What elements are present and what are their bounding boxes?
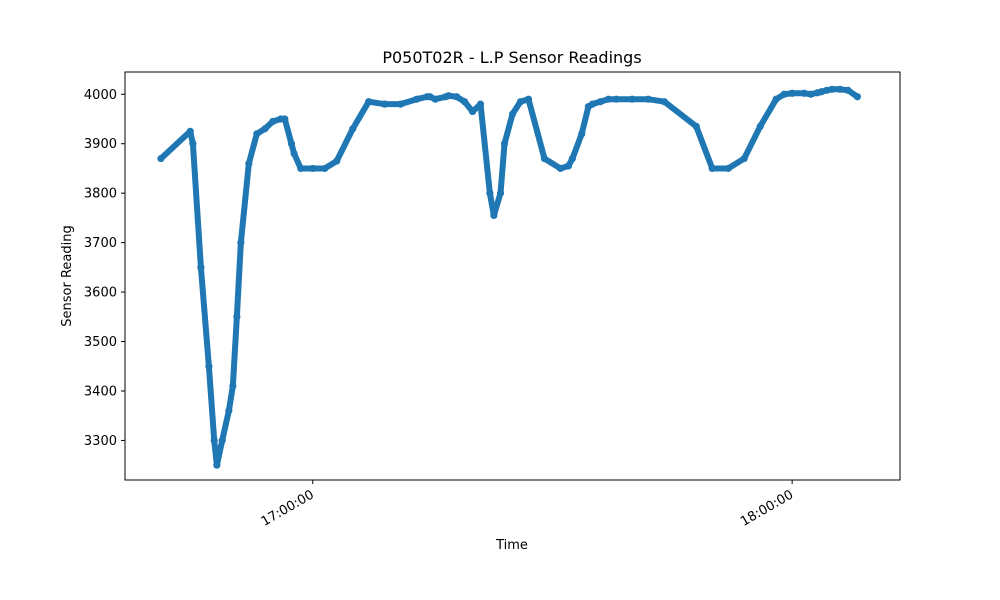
x-axis-label: Time: [495, 538, 528, 553]
data-point: [309, 164, 317, 173]
plot-area: [124, 71, 901, 481]
data-point: [660, 98, 668, 106]
data-point: [780, 90, 788, 98]
data-point: [218, 436, 226, 445]
y-tick-label: 3600: [84, 286, 117, 301]
data-point: [692, 122, 700, 130]
data-point: [807, 90, 815, 98]
data-point: [452, 93, 461, 101]
y-axis-label: Sensor Reading: [60, 225, 75, 326]
data-point: [157, 154, 165, 163]
data-point: [540, 154, 549, 163]
data-point: [823, 86, 831, 94]
data-point: [431, 95, 439, 103]
data-point: [476, 100, 485, 108]
data-point: [756, 122, 764, 130]
data-point: [740, 154, 748, 163]
data-point: [604, 95, 612, 103]
data-point: [290, 150, 298, 158]
data-point: [197, 263, 205, 271]
data-point: [844, 86, 852, 94]
data-point: [321, 164, 329, 173]
data-point: [836, 85, 844, 93]
data-point: [225, 407, 233, 415]
data-point: [588, 100, 597, 108]
data-point: [261, 125, 269, 133]
series-layer: [157, 85, 861, 469]
data-point: [828, 85, 836, 93]
y-tick-label: 3900: [84, 137, 117, 152]
data-point: [644, 95, 652, 103]
data-point: [333, 157, 341, 165]
data-point: [708, 164, 716, 173]
data-point: [281, 115, 289, 123]
data-point: [468, 107, 477, 116]
data-point: [788, 89, 796, 97]
data-point: [213, 461, 221, 469]
data-point: [253, 130, 261, 138]
y-tick-label: 3300: [84, 434, 117, 449]
y-tick-label: 3500: [84, 335, 117, 350]
data-point: [349, 125, 357, 133]
data-point: [237, 239, 245, 247]
data-point: [245, 159, 253, 168]
data-point: [800, 89, 808, 97]
data-point: [189, 140, 197, 148]
data-point: [413, 95, 421, 103]
data-point: [490, 211, 498, 220]
data-point: [496, 189, 505, 197]
data-point: [772, 95, 780, 103]
data-point: [612, 95, 620, 103]
data-point: [500, 140, 509, 148]
data-point: [186, 127, 194, 135]
data-point: [210, 436, 218, 445]
data-point: [229, 382, 237, 390]
data-point: [524, 95, 533, 103]
data-point: [596, 98, 604, 106]
data-point: [556, 164, 565, 173]
data-point: [508, 110, 517, 118]
y-tick-label: 3800: [84, 187, 117, 202]
y-axis: 3300 3400 3500 3600 3700 3800 3900 4000: [84, 88, 125, 449]
y-tick-label: 3700: [84, 236, 117, 251]
y-tick-label: 4000: [84, 88, 117, 103]
data-point: [365, 98, 373, 106]
data-point: [381, 100, 389, 108]
data-point: [397, 100, 405, 108]
data-point: [205, 362, 213, 370]
data-point: [460, 98, 469, 106]
data-point: [516, 98, 525, 106]
data-point: [269, 117, 277, 126]
data-point: [724, 164, 732, 173]
data-point: [628, 95, 636, 103]
data-point: [297, 164, 305, 173]
data-point: [568, 154, 577, 163]
data-point: [233, 313, 241, 321]
axes-frame: [124, 71, 901, 481]
data-point: [444, 92, 453, 100]
chart-title: P050T02R - L.P Sensor Readings: [382, 48, 641, 67]
data-point: [853, 93, 861, 101]
y-tick-label: 3400: [84, 384, 117, 399]
data-point: [578, 130, 586, 138]
data-point: [564, 162, 573, 170]
data-point: [287, 140, 296, 148]
data-point: [486, 189, 494, 197]
